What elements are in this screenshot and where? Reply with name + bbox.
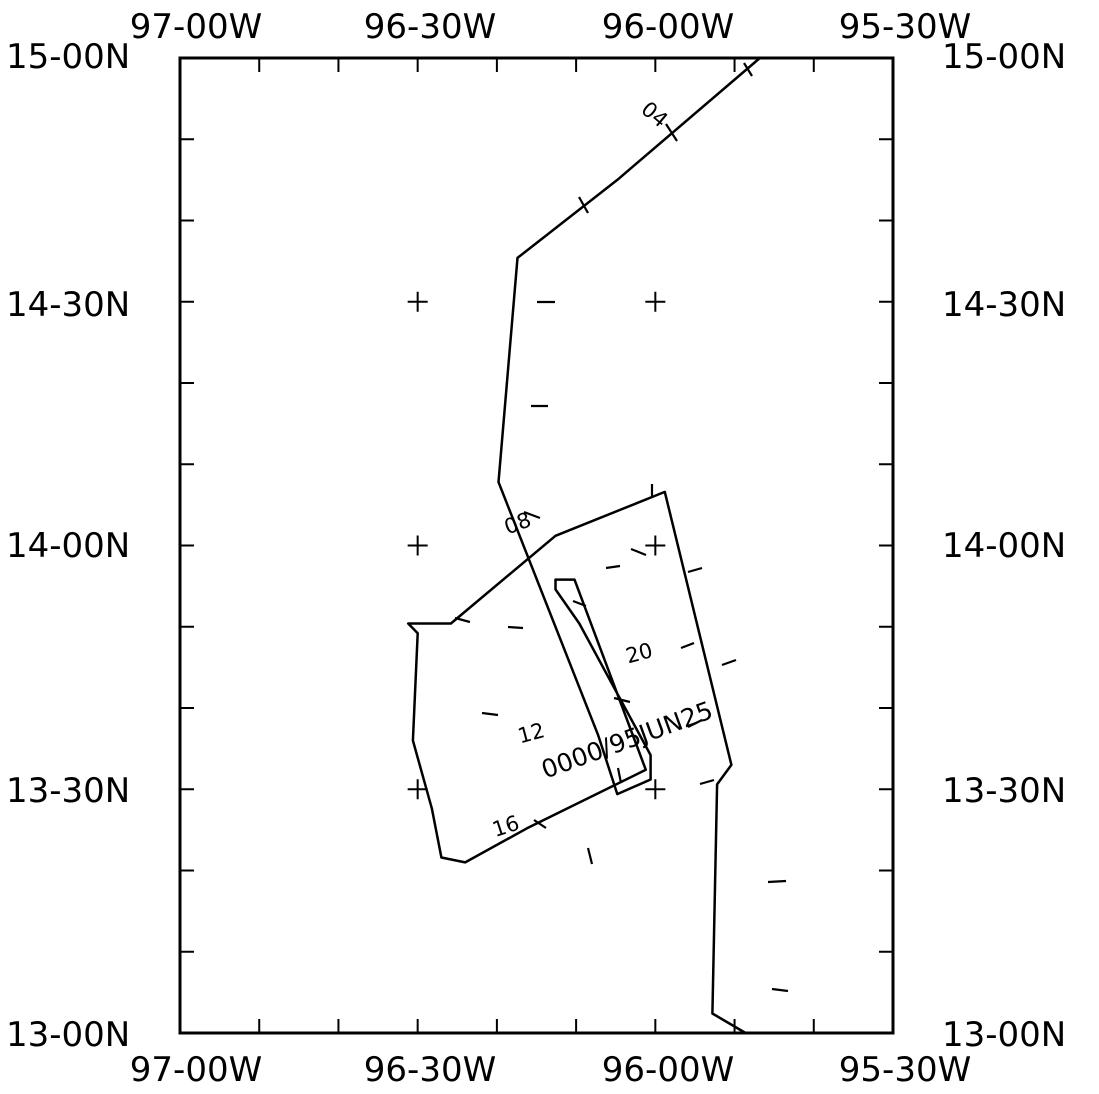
track-tick [481,711,499,717]
track-tick [616,767,623,784]
track-tick [687,566,703,574]
left-axis-label: 13-30N [6,771,130,811]
right-axis-label: 14-30N [942,285,1066,325]
grid-cross [407,535,428,556]
left-axis-label: 13-00N [6,1015,130,1055]
grid-cross [645,291,666,312]
right-axis-labels: 15-00N 14-30N 14-00N 13-30N 13-00N [942,37,1066,1055]
top-axis-label: 96-00W [602,7,734,47]
track-date-label: 0000/95JUN25 [538,696,717,785]
track-tick [743,62,753,77]
bottom-axis-label: 96-00W [602,1050,734,1090]
track-tick [572,599,587,608]
track-tick [721,658,737,667]
track-tick [687,719,703,728]
track-tick [454,616,471,624]
track-tick [771,987,789,993]
track-tick [523,510,541,520]
track-tick [605,564,621,570]
track-tick [613,696,631,704]
track-tick [630,547,647,557]
left-axis-label: 14-00N [6,526,130,566]
storm-track-line [406,56,762,1035]
track-tick [665,123,678,142]
track-tick [533,819,547,829]
top-axis-labels: 97-00W 96-30W 96-00W 95-30W [130,7,971,47]
top-axis-label: 95-30W [839,7,971,47]
track-time-label-12: 12 [515,718,547,748]
bottom-axis-label: 96-30W [364,1050,496,1090]
frame-tick-marks [180,58,893,1033]
right-axis-label: 13-30N [942,771,1066,811]
right-axis-label: 15-00N [942,37,1066,77]
track-time-label-16: 16 [489,811,522,842]
grid-cross [645,779,666,800]
right-axis-label: 14-00N [942,526,1066,566]
bottom-axis-label: 95-30W [839,1050,971,1090]
left-axis-labels: 15-00N 14-30N 14-00N 13-30N 13-00N [6,37,130,1055]
top-axis-label: 96-30W [364,7,496,47]
track-tick [586,847,594,865]
bottom-axis-labels: 97-00W 96-30W 96-00W 95-30W [130,1050,971,1090]
map-plot-frame [178,56,895,1035]
bottom-axis-label: 97-00W [130,1050,262,1090]
track-time-label-20: 20 [623,638,655,668]
grid-cross [407,291,428,312]
track-tick [767,879,787,884]
right-axis-label: 13-00N [942,1015,1066,1055]
left-axis-label: 15-00N [6,37,130,77]
track-tick [507,625,524,630]
track-tick [680,641,695,650]
grid-cross [407,779,428,800]
grid-cross [645,535,666,556]
left-axis-label: 14-30N [6,285,130,325]
track-time-label-08: 08 [501,508,534,540]
grid-cross-markers [407,291,666,800]
track-time-ticks [454,62,789,993]
top-axis-label: 97-00W [130,7,262,47]
track-tick [699,778,715,786]
track-tick [578,196,589,214]
